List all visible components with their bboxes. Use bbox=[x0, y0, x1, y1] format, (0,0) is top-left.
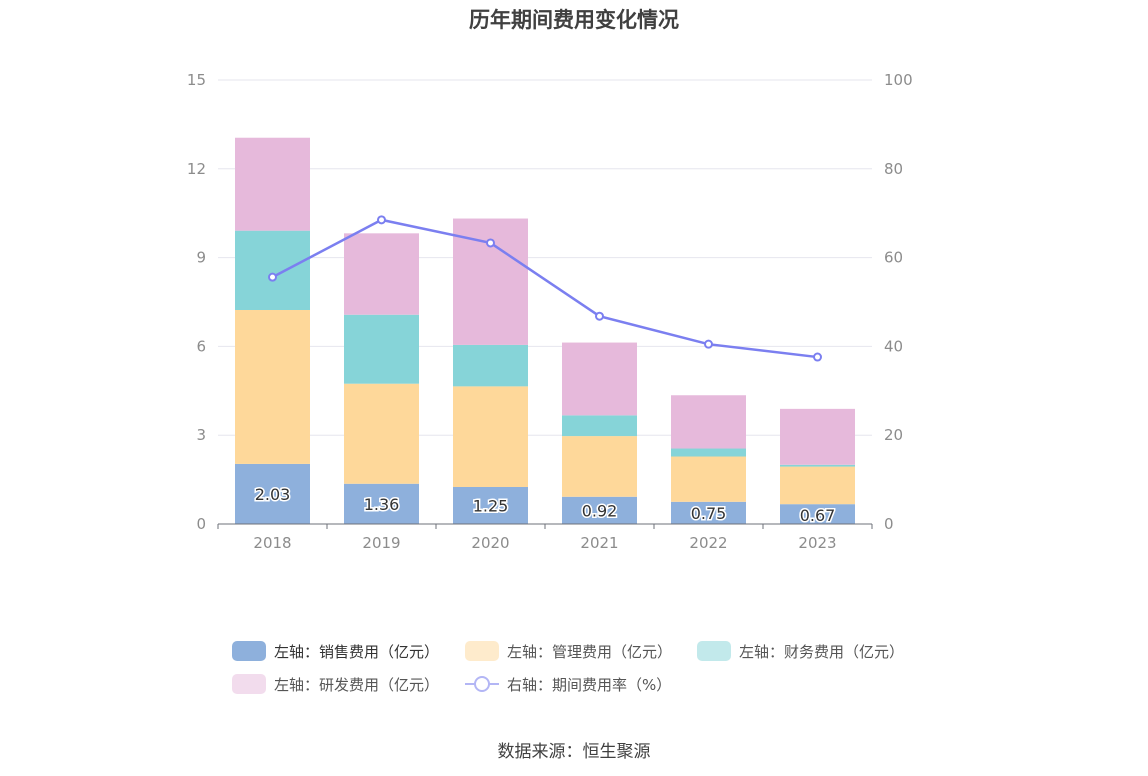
y-right-tick-label: 100 bbox=[884, 71, 913, 89]
bars-layer bbox=[235, 137, 855, 524]
x-tick-label: 2023 bbox=[798, 534, 836, 552]
bar-segment bbox=[562, 496, 637, 524]
bar-segment bbox=[562, 415, 637, 437]
legend-item-admin[interactable]: 左轴：管理费用（亿元） bbox=[465, 638, 672, 664]
bar-segment bbox=[344, 233, 419, 315]
bar-segment bbox=[671, 395, 746, 449]
x-tick-label: 2021 bbox=[580, 534, 618, 552]
bar-segment bbox=[344, 314, 419, 384]
y-right-tick-label: 80 bbox=[884, 160, 903, 178]
bar-data-label: 0.75 bbox=[691, 504, 727, 523]
bar-segment bbox=[235, 137, 310, 231]
axes-layer: 0 3 6 9 12 15 0 20 40 60 80 100 2018 2019 2020 2021 2022… bbox=[187, 71, 913, 552]
bar-segment bbox=[780, 466, 855, 505]
bar-data-label: 0.92 bbox=[582, 501, 618, 520]
bar-segment bbox=[671, 448, 746, 457]
y-right-tick-label: 0 bbox=[884, 515, 894, 533]
bar-segment bbox=[453, 344, 528, 387]
rate-point bbox=[486, 238, 495, 248]
bar-segment bbox=[344, 483, 419, 524]
source-note: 数据来源：恒生聚源 bbox=[497, 742, 651, 762]
x-tick-label: 2018 bbox=[253, 534, 291, 552]
x-tick-label: 2019 bbox=[362, 534, 400, 552]
bar-segment bbox=[562, 436, 637, 497]
y-left-tick-label: 0 bbox=[196, 515, 206, 533]
bar-data-label: 1.36 bbox=[364, 495, 400, 514]
bar-segment bbox=[671, 456, 746, 502]
y-left-tick-label: 6 bbox=[196, 337, 206, 355]
legend-label-rnd: 左轴：研发费用（亿元） bbox=[274, 675, 440, 694]
rate-point bbox=[268, 272, 277, 282]
bar-segment bbox=[671, 501, 746, 524]
legend-line-rate-icon bbox=[465, 676, 499, 692]
bar-segment bbox=[344, 383, 419, 484]
y-right-tick-label: 40 bbox=[884, 337, 903, 355]
line-layer bbox=[268, 215, 822, 362]
bar-segment bbox=[235, 463, 310, 524]
y-right-tick-label: 20 bbox=[884, 426, 903, 444]
y-left-tick-label: 9 bbox=[196, 249, 206, 267]
legend-label-admin: 左轴：管理费用（亿元） bbox=[507, 642, 673, 661]
bar-segment bbox=[780, 464, 855, 467]
y-left-tick-label: 3 bbox=[196, 426, 206, 444]
legend-swatch-rnd bbox=[232, 674, 266, 694]
legend-swatch-admin bbox=[465, 641, 499, 661]
legend-label-rate: 右轴：期间费用率（%） bbox=[507, 675, 672, 694]
legend-label-finance: 左轴：财务费用（亿元） bbox=[739, 642, 905, 661]
y-left-tick-label: 12 bbox=[187, 160, 206, 178]
rate-point bbox=[704, 339, 713, 349]
legend-item-rate[interactable]: 右轴：期间费用率（%） bbox=[465, 671, 671, 697]
bar-data-label: 0.67 bbox=[800, 506, 836, 525]
legend-item-sales[interactable]: 左轴：销售费用（亿元） bbox=[232, 638, 439, 664]
chart-title: 历年期间费用变化情况 bbox=[469, 8, 679, 32]
bar-segment bbox=[453, 487, 528, 524]
grid-layer bbox=[218, 79, 872, 436]
rate-line bbox=[271, 218, 818, 359]
rate-point bbox=[595, 311, 604, 321]
x-tick-label: 2022 bbox=[689, 534, 727, 552]
bar-segment bbox=[780, 408, 855, 465]
bar-segment bbox=[453, 386, 528, 487]
legend-item-rnd[interactable]: 左轴：研发费用（亿元） bbox=[232, 671, 439, 697]
rate-point bbox=[813, 352, 822, 362]
bar-segment bbox=[235, 309, 310, 464]
bar-data-label: 2.03 bbox=[255, 485, 291, 504]
legend-swatch-sales bbox=[232, 641, 266, 661]
legend-swatch-finance bbox=[697, 641, 731, 661]
x-tick-label: 2020 bbox=[471, 534, 509, 552]
y-left-tick-label: 15 bbox=[187, 71, 206, 89]
y-right-tick-label: 60 bbox=[884, 249, 903, 267]
bar-segment bbox=[235, 230, 310, 310]
legend-item-finance[interactable]: 左轴：财务费用（亿元） bbox=[697, 638, 904, 664]
bar-segment bbox=[780, 504, 855, 524]
labels-layer: 2.03 1.36 1.25 0.92 0.75 0.67 bbox=[253, 483, 837, 526]
rate-point bbox=[377, 215, 386, 225]
bar-data-label: 1.25 bbox=[473, 497, 509, 516]
legend-label-sales: 左轴：销售费用（亿元） bbox=[274, 642, 440, 661]
bar-segment bbox=[562, 342, 637, 416]
